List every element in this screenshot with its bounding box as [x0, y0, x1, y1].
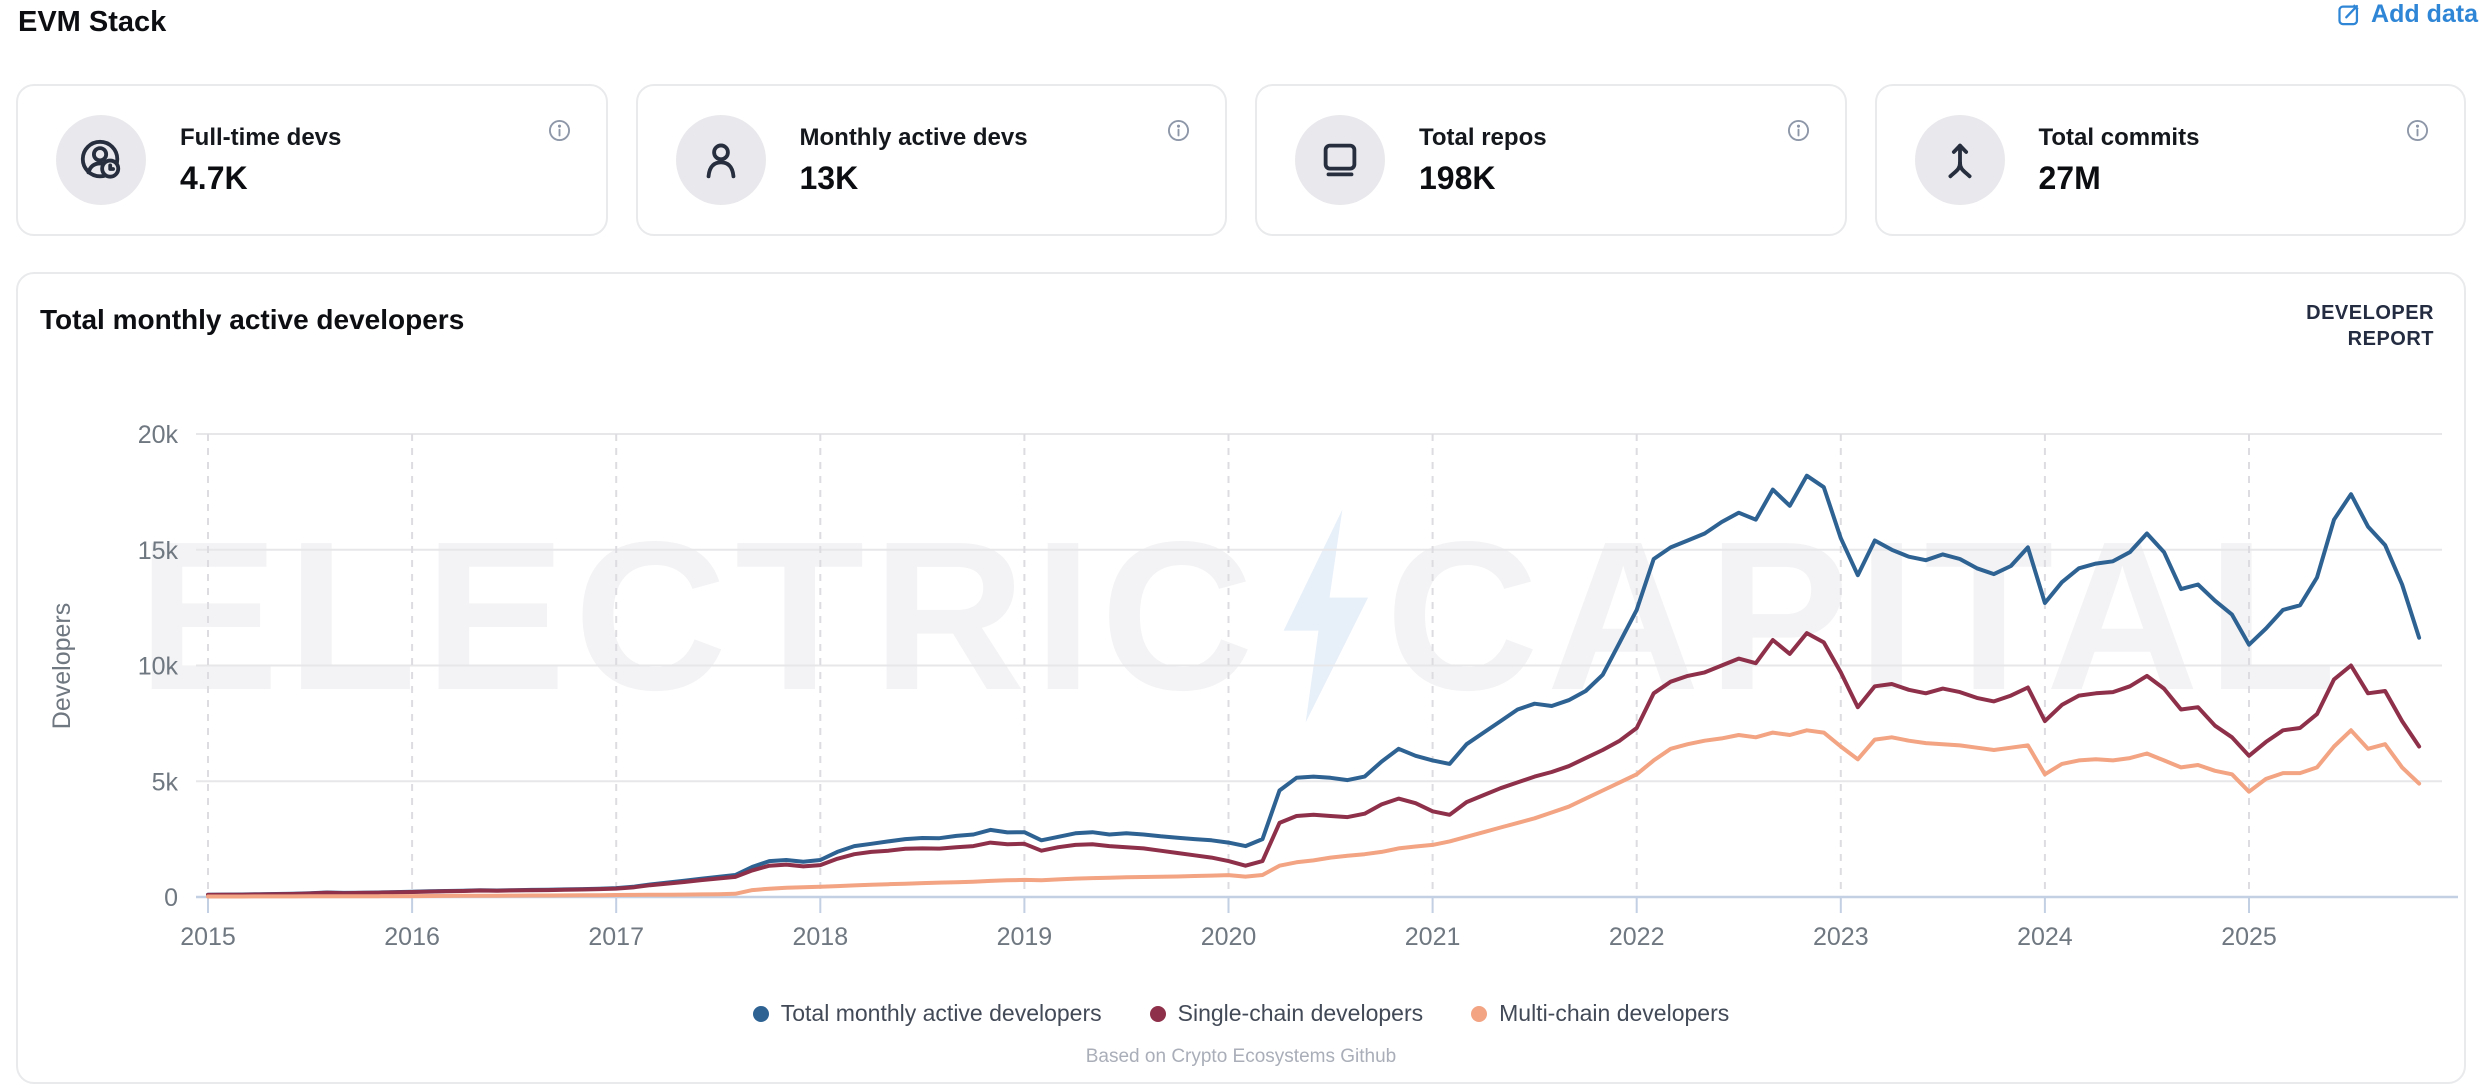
stat-value: 4.7K	[180, 159, 248, 196]
info-icon[interactable]	[547, 118, 572, 143]
legend-item-single-chain[interactable]: Single-chain developers	[1149, 1000, 1424, 1027]
legend-dot-multi-chain	[1471, 1005, 1488, 1022]
developer-report-badge: DEVELOPER REPORT	[2306, 300, 2434, 352]
legend-label: Single-chain developers	[1177, 1000, 1424, 1026]
merge-arrow-icon	[1914, 115, 2005, 205]
svg-text:2017: 2017	[588, 923, 644, 951]
info-icon[interactable]	[1786, 118, 1811, 143]
legend-item-total[interactable]: Total monthly active developers	[752, 1000, 1102, 1027]
svg-text:2020: 2020	[1201, 923, 1257, 951]
legend-item-multi-chain[interactable]: Multi-chain developers	[1471, 1000, 1729, 1027]
add-data-button[interactable]: Add data	[2335, 0, 2478, 29]
svg-text:15k: 15k	[138, 537, 179, 565]
svg-text:10k: 10k	[138, 653, 179, 681]
svg-text:2025: 2025	[2221, 923, 2277, 951]
legend-label: Multi-chain developers	[1499, 1000, 1730, 1026]
chart-source-note: Based on Crypto Ecosystems Github	[1085, 1046, 1397, 1067]
svg-text:2022: 2022	[1609, 923, 1665, 951]
chart-card: Total monthly active developers DEVELOPE…	[16, 272, 2466, 1084]
stat-label: Full-time devs	[180, 123, 342, 151]
svg-text:2023: 2023	[1813, 923, 1869, 951]
stats-row: Full-time devs 4.7K Monthly active devs …	[16, 84, 2466, 236]
badge-line-2: REPORT	[2347, 328, 2434, 350]
legend-dot-total	[752, 1005, 769, 1022]
edit-square-icon	[2338, 4, 2359, 26]
stat-value: 198K	[1419, 159, 1496, 196]
add-data-label: Add data	[2371, 0, 2478, 28]
stat-card-total-commits: Total commits 27M	[1874, 84, 2466, 236]
svg-text:0: 0	[164, 884, 178, 912]
chart-plot[interactable]: 0 5k 10k 15k 20k 2015 2016 2017 2018 2019 2020 2021…	[18, 274, 2464, 1082]
stat-card-monthly-active-devs: Monthly active devs 13K	[635, 84, 1227, 236]
svg-text:Developers: Developers	[48, 603, 76, 729]
laptop-icon	[1295, 115, 1385, 205]
svg-text:20k: 20k	[138, 421, 179, 449]
stat-label: Monthly active devs	[799, 123, 1028, 151]
chart-title: Total monthly active developers	[40, 304, 465, 335]
svg-text:5k: 5k	[152, 768, 179, 796]
page-title: EVM Stack	[18, 6, 167, 38]
svg-text:2016: 2016	[384, 923, 440, 951]
fulltime-dev-icon	[56, 115, 146, 205]
stat-card-total-repos: Total repos 198K	[1255, 84, 1847, 236]
svg-text:2024: 2024	[2017, 923, 2073, 951]
svg-text:2018: 2018	[792, 923, 848, 951]
svg-text:2021: 2021	[1405, 923, 1461, 951]
stat-card-fulltime-devs: Full-time devs 4.7K	[16, 84, 608, 236]
person-icon	[675, 115, 766, 205]
badge-line-1: DEVELOPER	[2306, 302, 2434, 324]
stat-label: Total repos	[1419, 123, 1547, 151]
info-icon[interactable]	[1166, 118, 1191, 143]
stat-value: 27M	[2038, 159, 2101, 196]
svg-text:2019: 2019	[997, 923, 1053, 951]
stat-value: 13K	[799, 159, 859, 196]
info-icon[interactable]	[2405, 118, 2430, 143]
legend-label: Total monthly active developers	[780, 1000, 1102, 1026]
svg-text:2015: 2015	[180, 923, 236, 951]
legend-dot-single-chain	[1149, 1005, 1166, 1022]
stat-label: Total commits	[2038, 123, 2200, 151]
chart-legend: Total monthly active developers Single-c…	[18, 1000, 2464, 1027]
